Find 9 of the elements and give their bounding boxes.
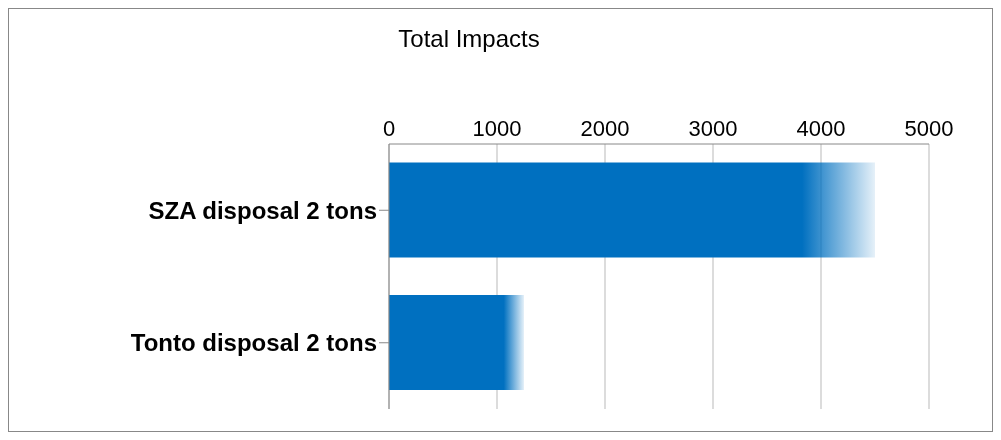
x-tick-label: 4000: [796, 116, 846, 141]
x-tick-label: 5000: [904, 116, 954, 141]
x-tick-label: 3000: [688, 116, 738, 141]
y-tick-label: SZA disposal 2 tons: [148, 196, 377, 224]
chart-title: Total Impacts: [397, 25, 541, 53]
x-tick-label: 1000: [472, 116, 522, 141]
x-tick-label: 0: [382, 116, 396, 141]
x-tick-label: 2000: [580, 116, 630, 141]
y-tick-label: Tonto disposal 2 tons: [130, 329, 377, 357]
